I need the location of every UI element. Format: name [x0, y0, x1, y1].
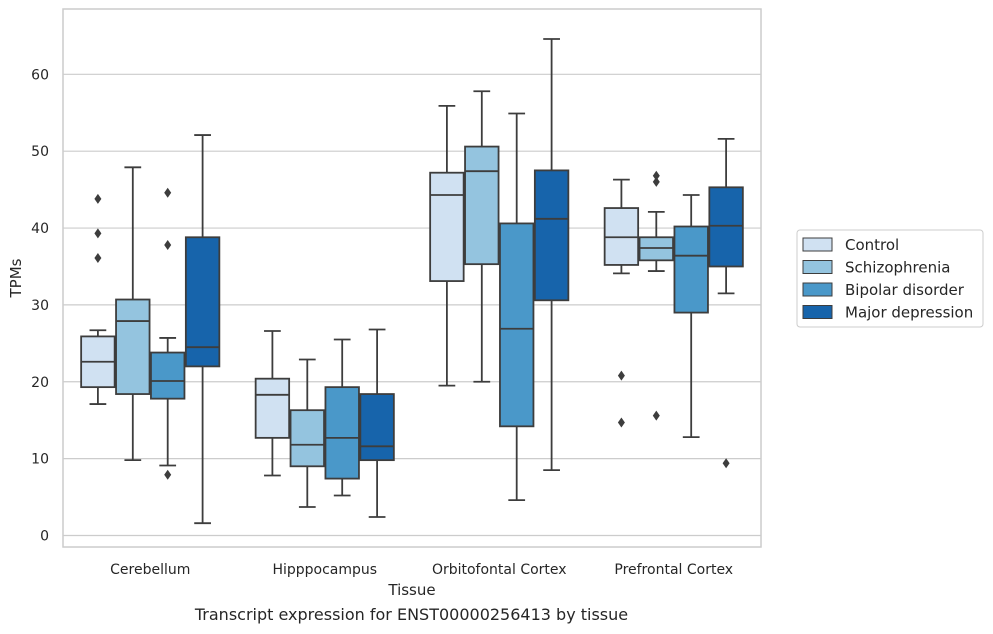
box [673, 225, 709, 314]
box-group [184, 134, 221, 525]
outlier-point [617, 417, 625, 428]
box-group [533, 38, 570, 472]
legend-swatch [802, 260, 833, 274]
box [429, 171, 465, 282]
legend-frame [796, 229, 984, 328]
box-group [429, 104, 465, 387]
box [499, 222, 535, 428]
y-tick-label: 30 [31, 298, 49, 314]
box [359, 393, 395, 462]
box-group [638, 170, 674, 421]
box [533, 169, 570, 302]
box [115, 298, 151, 395]
box-group [80, 193, 116, 405]
outlier-point [94, 193, 102, 204]
plot-frame [62, 8, 762, 548]
box-group [150, 187, 186, 480]
box [184, 236, 221, 368]
box-group [254, 330, 291, 477]
box [708, 186, 744, 268]
box-group [499, 112, 535, 502]
y-axis-ticks: 0 10 20 30 40 50 60 [31, 67, 49, 544]
box-group [115, 166, 151, 462]
box-group [359, 328, 395, 518]
outlier-point [722, 458, 730, 469]
outlier-point [652, 170, 660, 181]
legend: Control Schizophrenia Bipolar disorder Majo… [796, 229, 984, 328]
x-axis-title: Tissue [387, 581, 435, 599]
box [464, 145, 500, 266]
figure-caption: Transcript expression for ENST0000025641… [194, 605, 629, 624]
x-tick-label: Orbitofontal Cortex [432, 562, 567, 578]
outlier-point [652, 176, 660, 187]
x-tick-label: Cerebellum [110, 562, 190, 578]
outlier-point [617, 370, 625, 381]
box-group [708, 137, 744, 469]
plot-area [63, 9, 761, 547]
outlier-point [94, 253, 102, 264]
x-tick-label: Hipppocampus [272, 562, 377, 578]
box [324, 386, 360, 480]
box-series [80, 38, 744, 525]
outlier-point [164, 469, 172, 480]
box [150, 351, 186, 400]
outlier-point [164, 187, 172, 198]
box-group [289, 358, 325, 508]
x-axis-ticks: Cerebellum Hipppocampus Orbitofontal Corte… [110, 562, 733, 578]
y-axis-title: TPMs [7, 258, 25, 298]
outlier-point [164, 239, 172, 250]
box-group [603, 178, 640, 428]
box-group [464, 90, 500, 383]
legend-swatch [802, 237, 833, 252]
y-tick-label: 0 [40, 528, 49, 544]
legend-label: Control [845, 236, 899, 254]
legend-label: Major depression [845, 304, 973, 322]
y-tick-label: 60 [31, 67, 49, 83]
outlier-point [652, 410, 660, 421]
legend-label: Schizophrenia [845, 259, 950, 277]
outlier-point [94, 228, 102, 239]
legend-swatch [802, 282, 833, 297]
box [254, 377, 291, 439]
y-tick-label: 50 [31, 144, 49, 160]
box-group [324, 338, 360, 497]
box [289, 409, 325, 468]
legend-label: Bipolar disorder [845, 281, 965, 299]
y-tick-label: 10 [31, 452, 49, 468]
x-tick-label: Prefrontal Cortex [614, 562, 733, 578]
y-tick-label: 20 [31, 375, 49, 391]
box-group [673, 194, 709, 438]
y-tick-label: 40 [31, 221, 49, 237]
legend-swatch [802, 305, 833, 319]
